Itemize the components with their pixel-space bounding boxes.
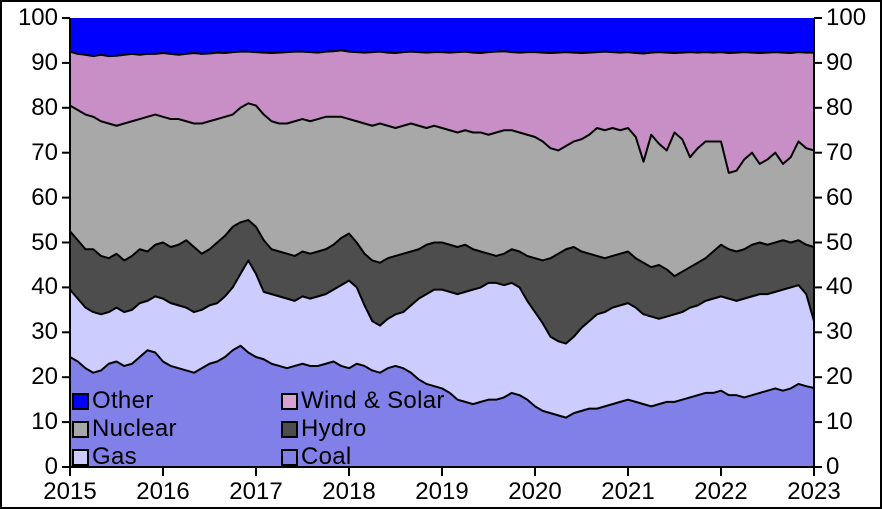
area-gas	[70, 260, 814, 418]
area-hydro	[70, 220, 814, 344]
boundary-line-nuclear	[69, 102, 815, 174]
area-wind-solar	[70, 50, 814, 173]
area-coal	[70, 345, 814, 467]
area-other	[70, 18, 814, 57]
boundary-line-coal	[69, 344, 815, 419]
boundary-line-gas	[69, 259, 815, 345]
boundary-line-wind-solar	[69, 49, 814, 58]
area-nuclear	[70, 103, 814, 277]
boundary-line-hydro	[69, 219, 815, 278]
